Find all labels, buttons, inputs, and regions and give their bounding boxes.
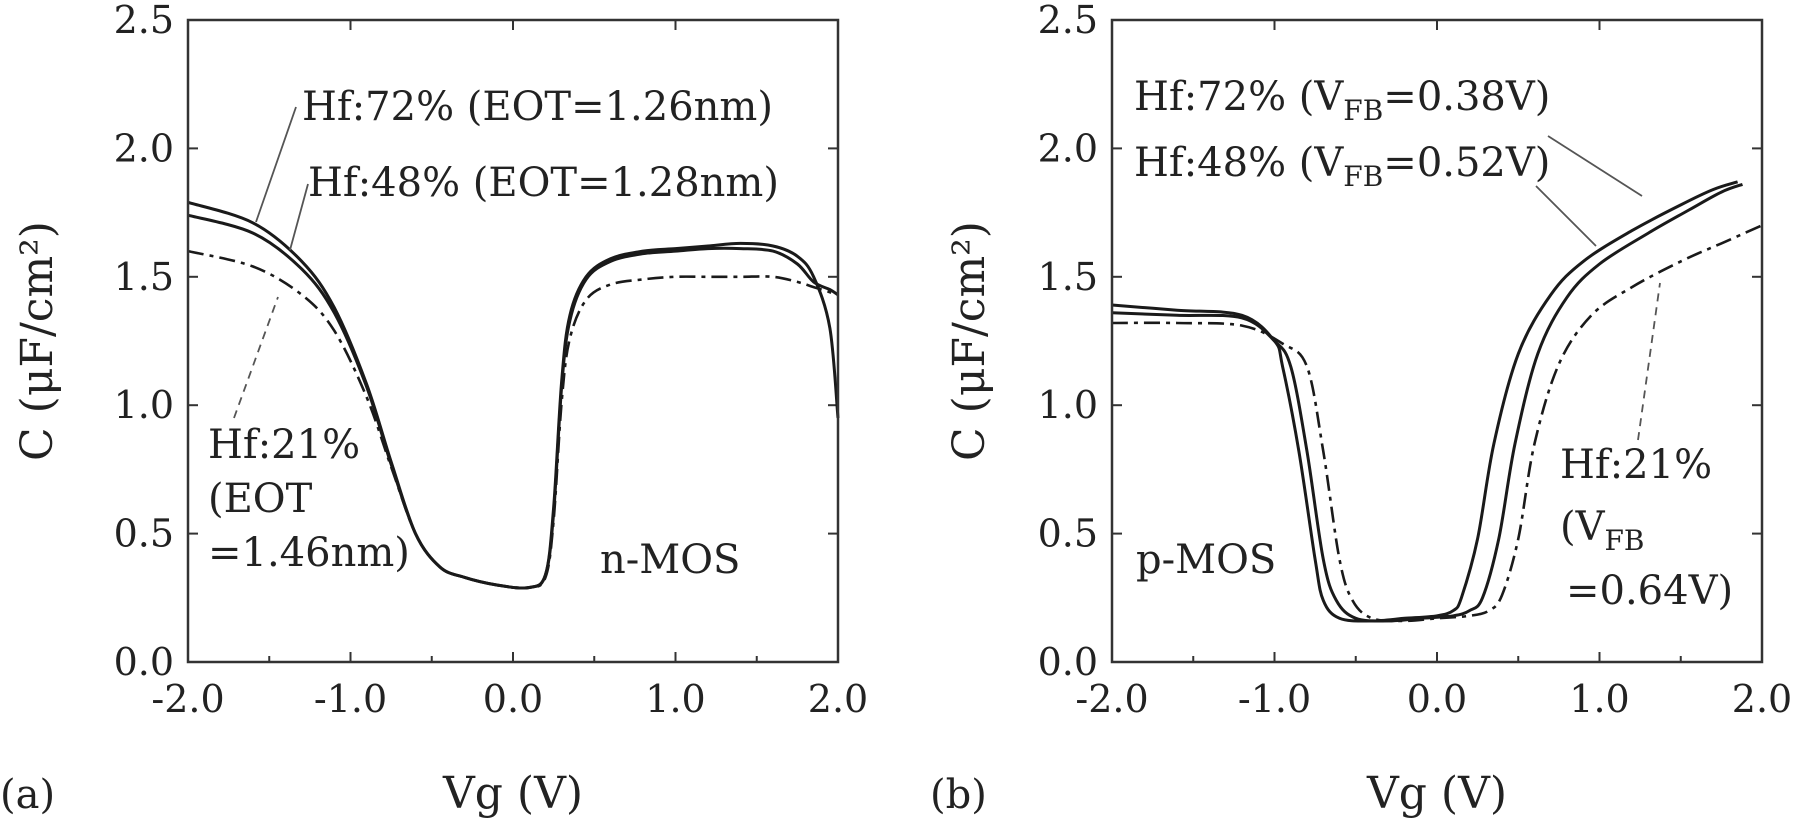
panel-a-x-tick-label: 0.0 <box>483 677 543 721</box>
panel-a-annotation-hf21-line2: (EOT <box>208 476 313 522</box>
panel-b-label: (b) <box>930 772 987 818</box>
panel-b-series-hf21 <box>1111 224 1763 623</box>
panel-a-annotation-hf72: Hf:72% (EOT=1.26nm) <box>302 84 773 130</box>
panel-b-annotation-hf72: Hf:72% (VFB=0.38V) <box>1134 74 1550 127</box>
panel-a-x-tick-label: 2.0 <box>808 677 868 721</box>
panel-b-y-tick-label: 2.5 <box>1038 0 1098 42</box>
panel-b-annotation-hf21-open: (V <box>1560 504 1606 550</box>
panel-b-leader-hf21 <box>1637 282 1661 441</box>
panel-b-annotation-hf21-line3: =0.64V) <box>1566 568 1733 614</box>
panel-b-y-tick-label: 2.0 <box>1038 126 1098 170</box>
panel-a-label: (a) <box>0 772 55 818</box>
panel-b-y-tick-label: 1.5 <box>1038 255 1098 299</box>
panel-b-annotation-hf21-sub: FB <box>1605 524 1645 557</box>
panel-a-annotation-hf21-line1: Hf:21% <box>208 422 360 468</box>
panel-b-y-tick-label: 0.0 <box>1038 640 1098 684</box>
panel-a-ticks: -2.0 -1.0 0.0 1.0 2.0 0.0 0.5 1.0 1.5 2.0 2.5 <box>114 0 869 721</box>
panel-a-leader-hf21 <box>233 296 279 419</box>
panel-b-annotation-hf72-sub: FB <box>1343 94 1383 127</box>
panel-a-leader-hf72 <box>255 106 297 223</box>
panel-b-device-label: p-MOS <box>1136 537 1276 583</box>
panel-b-x-tick-label: 1.0 <box>1569 677 1629 721</box>
panel-a-y-tick-label: 2.0 <box>114 126 174 170</box>
panel-b-ticks: -2.0 -1.0 0.0 1.0 2.0 0.0 0.5 1.0 1.5 2.0 2.5 <box>1038 0 1793 721</box>
panel-a-plot-frame <box>186 18 840 664</box>
panel-b-annotation-hf48-sub: FB <box>1343 160 1383 193</box>
panel-b-annotation-hf48-prefix: Hf:48% (V <box>1134 140 1344 186</box>
panel-b-annotation-hf72-suffix: =0.38V) <box>1383 74 1550 120</box>
panel-a-leader-hf48 <box>289 183 309 251</box>
panel-b-plot-frame <box>1110 18 1764 664</box>
panel-a-series-hf21 <box>187 249 839 590</box>
panel-a-y-tick-label: 1.0 <box>114 383 174 427</box>
panel-b-annotation-hf21-line1: Hf:21% <box>1560 442 1712 488</box>
panel-b-annotation-hf72-prefix: Hf:72% (V <box>1134 74 1344 120</box>
panel-b-annotation-hf48-suffix: =0.52V) <box>1383 140 1550 186</box>
panel-a-annotation-hf21-line3: =1.46nm) <box>208 530 410 576</box>
panel-a-y-axis-title: C (μF/cm²) <box>12 221 63 461</box>
panel-b-leader-hf72 <box>1547 135 1643 197</box>
panel-b-x-tick-label: 2.0 <box>1732 677 1792 721</box>
panel-a: -2.0 -1.0 0.0 1.0 2.0 0.0 0.5 1.0 1.5 2.0 2.5 C (μ… <box>0 0 868 819</box>
panel-b-leader-hf48 <box>1535 185 1597 247</box>
panel-a-y-tick-label: 2.5 <box>114 0 174 42</box>
panel-b-annotation-hf48: Hf:48% (VFB=0.52V) <box>1134 140 1550 193</box>
panel-b: -2.0 -1.0 0.0 1.0 2.0 0.0 0.5 1.0 1.5 2.0 2.5 C (μ… <box>930 0 1792 819</box>
panel-b-x-tick-label: 0.0 <box>1407 677 1467 721</box>
panel-b-curves <box>1111 180 1763 623</box>
panel-a-device-label: n-MOS <box>600 537 740 583</box>
panel-a-y-tick-label: 0.0 <box>114 640 174 684</box>
panel-b-annotation-hf21-line2: (VFB <box>1560 504 1645 557</box>
panel-a-x-tick-label: -2.0 <box>151 677 224 721</box>
panel-a-y-tick-label: 1.5 <box>114 255 174 299</box>
panel-b-x-tick-label: -2.0 <box>1075 677 1148 721</box>
panel-b-x-tick-label: -1.0 <box>1238 677 1311 721</box>
panel-b-series-hf48 <box>1111 182 1743 623</box>
panel-a-x-tick-label: 1.0 <box>645 677 705 721</box>
panel-a-x-axis-title: Vg (V) <box>442 768 583 819</box>
panel-a-y-tick-label: 0.5 <box>114 512 174 556</box>
panel-b-x-axis-title: Vg (V) <box>1366 768 1507 819</box>
panel-a-annotation-hf48: Hf:48% (EOT=1.28nm) <box>308 160 779 206</box>
panel-b-y-tick-label: 1.0 <box>1038 383 1098 427</box>
panel-b-y-axis-title: C (μF/cm²) <box>944 221 995 461</box>
panel-b-y-tick-label: 0.5 <box>1038 512 1098 556</box>
panel-a-curves <box>187 200 840 590</box>
panel-a-x-tick-label: -1.0 <box>314 677 387 721</box>
